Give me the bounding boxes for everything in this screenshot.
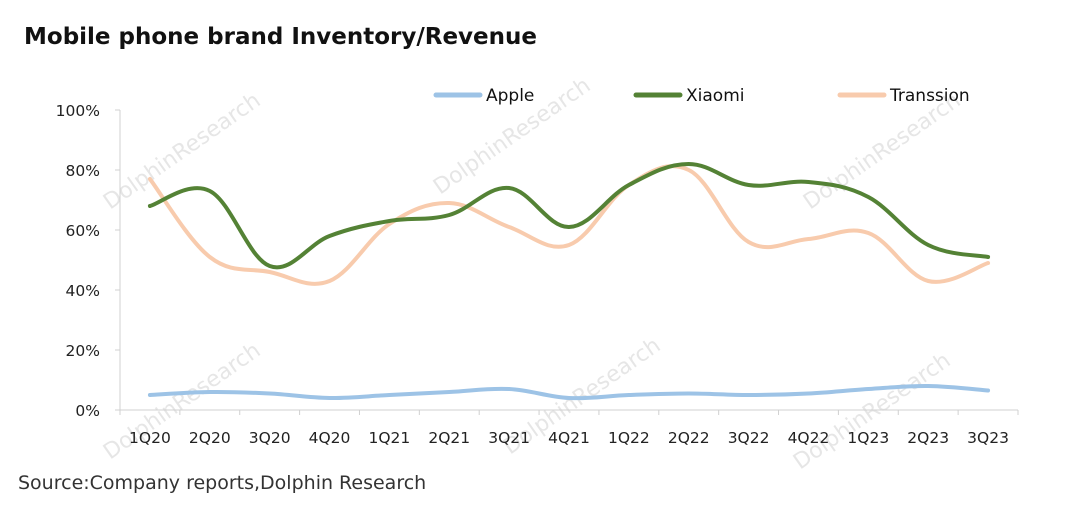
legend-label-xiaomi: Xiaomi [686, 86, 744, 106]
legend: Apple Xiaomi Transsion [433, 86, 970, 106]
series-line-transsion [147, 164, 991, 286]
series-line-xiaomi [147, 162, 991, 270]
y-tick-label: 20% [66, 342, 100, 360]
x-tick-label: 4Q20 [309, 429, 351, 447]
watermark-text: DolphinResearch [99, 338, 265, 465]
series-line-apple [147, 383, 991, 401]
x-tick-label: 2Q22 [668, 429, 710, 447]
x-tick-label: 3Q20 [249, 429, 291, 447]
x-tick-label: 3Q22 [728, 429, 770, 447]
y-tick-label: 60% [66, 222, 100, 240]
y-tick-label: 40% [66, 282, 100, 300]
x-tick-label: 4Q22 [788, 429, 830, 447]
legend-label-apple: Apple [486, 86, 534, 106]
watermark-text: DolphinResearch [789, 348, 955, 475]
y-tick-label: 0% [75, 402, 100, 420]
series-lines [147, 162, 991, 401]
y-tick-label: 100% [56, 102, 100, 120]
chart-title: Mobile phone brand Inventory/Revenue [24, 24, 537, 50]
x-tick-label: 1Q22 [608, 429, 650, 447]
y-tick-group: 0% 20% 40% 60% 80% 100% [56, 102, 120, 420]
legend-label-transsion: Transsion [889, 86, 970, 106]
x-tick-label: 3Q21 [488, 429, 530, 447]
watermark-layer: DolphinResearch DolphinResearch DolphinRes… [99, 73, 965, 475]
x-tick-label: 2Q21 [428, 429, 470, 447]
x-tick-label: 1Q21 [369, 429, 411, 447]
x-tick-label: 4Q21 [548, 429, 590, 447]
y-tick-label: 80% [66, 162, 100, 180]
source-note: Source:Company reports,Dolphin Research [18, 472, 426, 494]
watermark-text: DolphinResearch [799, 88, 965, 215]
x-tick-label: 1Q20 [129, 429, 171, 447]
x-tick-label: 3Q23 [967, 429, 1009, 447]
x-tick-label: 2Q20 [189, 429, 231, 447]
x-tick-group: 1Q20 2Q20 3Q20 4Q20 1Q21 2Q21 3Q21 4Q21 1Q22 2Q22… [119, 410, 1019, 447]
x-tick-label: 2Q23 [907, 429, 949, 447]
chart-axes [119, 110, 1018, 411]
x-tick-label: 1Q23 [847, 429, 889, 447]
watermark-text: DolphinResearch [99, 88, 265, 215]
